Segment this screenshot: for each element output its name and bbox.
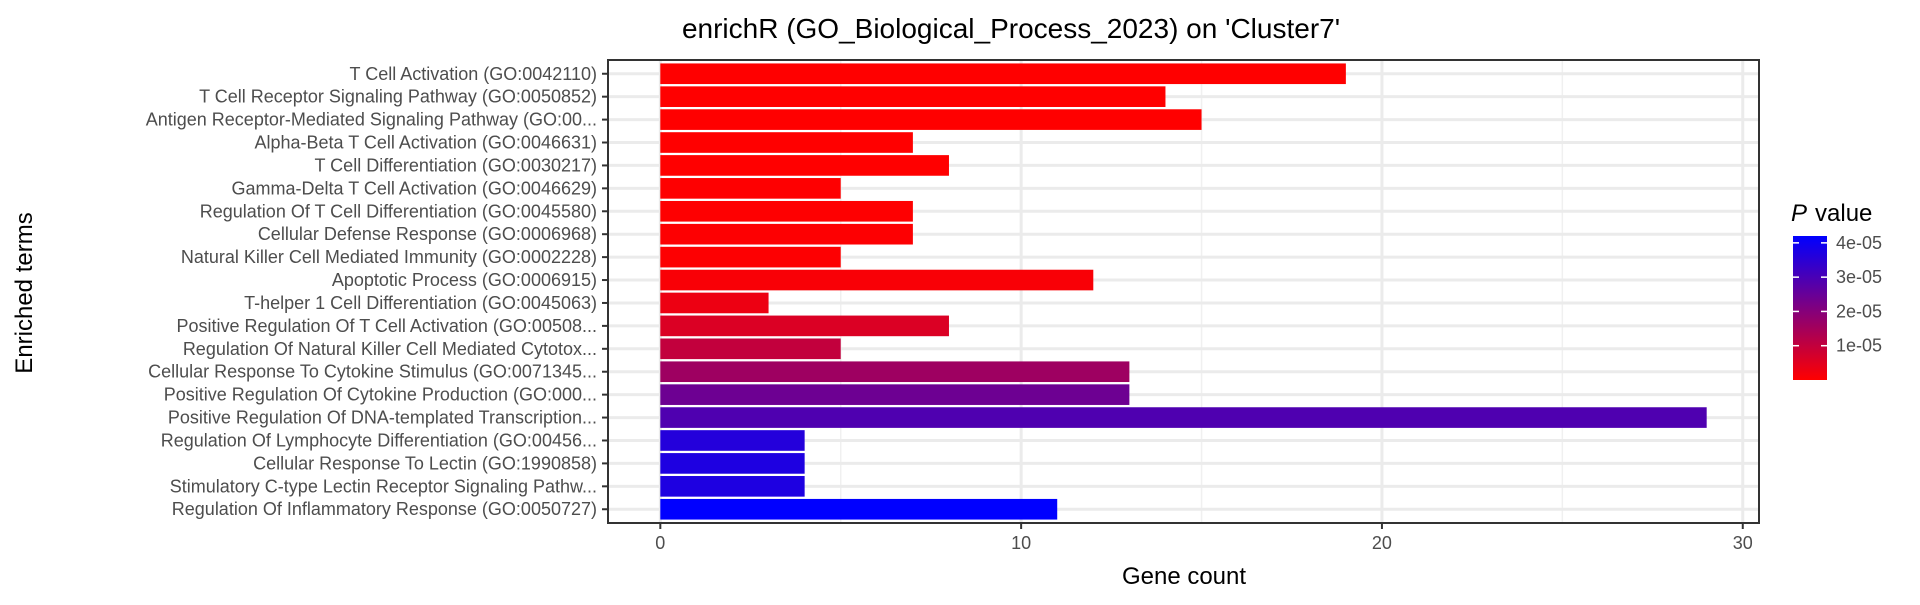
bar [660,498,1058,520]
y-tick-label: Apoptotic Process (GO:0006915) [332,270,597,290]
y-tick-label: Antigen Receptor-Mediated Signaling Path… [146,110,597,130]
bar [660,430,805,451]
bar [660,453,805,474]
legend-title-italic: P [1791,200,1807,227]
plot-border [607,59,1760,524]
bar [660,155,949,176]
bar [660,338,841,360]
y-tick-label: T Cell Differentiation (GO:0030217) [315,155,597,175]
bar [660,384,1130,405]
x-tick-label: 20 [1372,533,1392,553]
legend-color-bar [1793,236,1827,380]
y-tick-label: Natural Killer Cell Mediated Immunity (G… [181,247,597,267]
y-tick-label: Stimulatory C-type Lectin Receptor Signa… [170,476,597,496]
legend-title-rest: value [1815,200,1872,227]
y-tick-label: T Cell Receptor Signaling Pathway (GO:00… [199,87,597,107]
plot-panel: T Cell Activation (GO:0042110) T Cell Rec… [146,59,1760,553]
chart-title: enrichR (GO_Biological_Process_2023) on … [682,13,1340,44]
bar [660,109,1202,130]
bar [660,200,913,222]
bar [660,269,1094,291]
y-tick-label: T-helper 1 Cell Differentiation (GO:0045… [244,293,597,313]
y-tick-label: Alpha-Beta T Cell Activation (GO:0046631… [254,133,597,153]
bar [660,292,769,314]
y-tick-label: Positive Regulation Of Cytokine Producti… [164,385,597,405]
bar [660,476,805,497]
legend-tick-label: 4e-05 [1836,233,1882,253]
y-tick-label: Regulation Of Natural Killer Cell Mediat… [183,339,597,359]
y-axis-title: Enriched terms [11,212,38,373]
y-tick-label: Regulation Of Lymphocyte Differentiation… [161,430,597,450]
x-tick-label: 10 [1011,533,1031,553]
x-axis-title: Gene count [1122,563,1246,590]
y-tick-label: Cellular Defense Response (GO:0006968) [258,224,597,244]
y-tick-label: Regulation Of Inflammatory Response (GO:… [172,499,597,519]
bar [660,178,841,199]
bar [660,246,841,268]
legend-tick-label: 3e-05 [1836,267,1882,287]
y-tick-label: Gamma-Delta T Cell Activation (GO:004662… [232,178,598,198]
y-tick-label: Cellular Response To Cytokine Stimulus (… [148,362,597,382]
bar [660,223,913,245]
y-tick-label: Regulation Of T Cell Differentiation (GO… [200,201,597,221]
y-tick-label: T Cell Activation (GO:0042110) [350,64,597,84]
y-tick-label: Positive Regulation Of DNA-templated Tra… [168,408,597,428]
bar [660,407,1707,428]
bar [660,132,913,153]
y-tick-label: Positive Regulation Of T Cell Activation… [176,316,597,336]
x-tick-label: 30 [1733,533,1753,553]
bar [660,315,949,337]
bar [660,86,1166,107]
legend-tick-label: 2e-05 [1836,301,1882,321]
y-tick-label: Cellular Response To Lectin (GO:1990858) [253,453,597,473]
legend-tick-label: 1e-05 [1836,336,1882,356]
x-tick-label: 0 [655,533,665,553]
bar [660,63,1346,85]
bar [660,361,1130,383]
